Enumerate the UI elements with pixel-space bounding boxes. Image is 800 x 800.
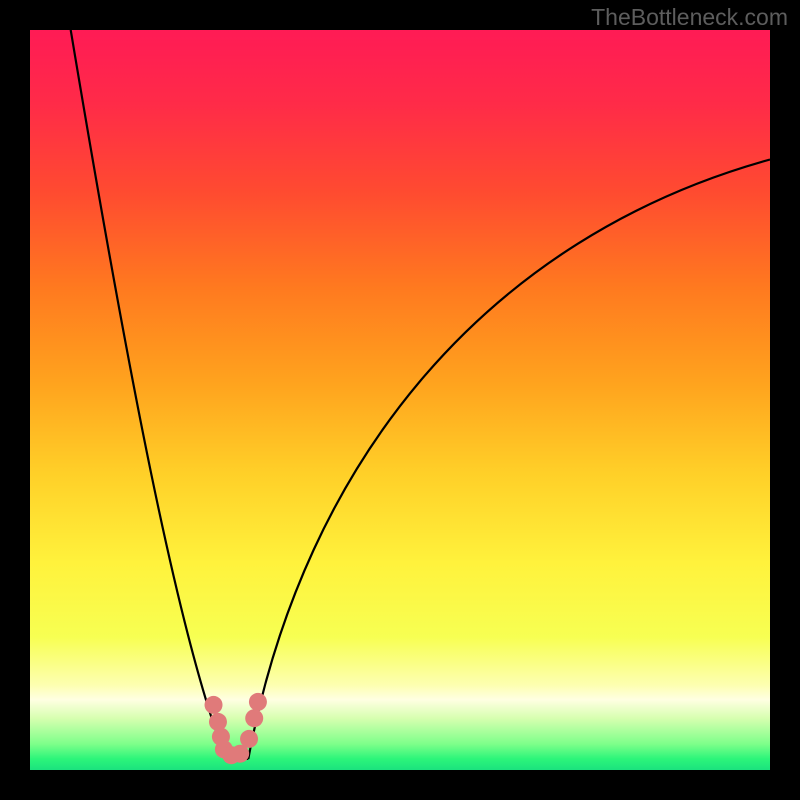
marker-dot — [240, 730, 258, 748]
right-curve — [248, 160, 770, 759]
left-curve — [71, 30, 226, 759]
marker-dot — [205, 696, 223, 714]
chart-frame: TheBottleneck.com — [0, 0, 800, 800]
marker-dot — [245, 709, 263, 727]
marker-dot — [249, 693, 267, 711]
marker-dot — [209, 713, 227, 731]
bottleneck-curves — [30, 30, 770, 770]
marker-cluster — [205, 693, 267, 764]
plot-area — [30, 30, 770, 770]
watermark-text: TheBottleneck.com — [591, 4, 788, 31]
